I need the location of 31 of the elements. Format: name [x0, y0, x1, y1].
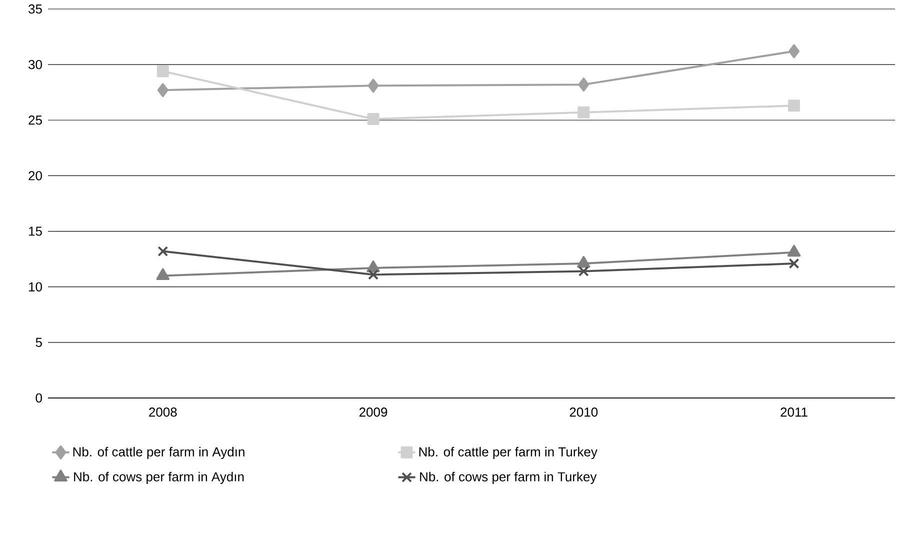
- y-tick-label: 0: [36, 393, 42, 403]
- point: [368, 269, 378, 280]
- y-tick-label: 5: [36, 338, 42, 347]
- x-tick-label: 2010: [570, 408, 598, 417]
- point: [578, 106, 590, 118]
- point: [788, 258, 800, 269]
- point: [788, 100, 800, 112]
- point: [787, 244, 801, 257]
- point: [368, 78, 379, 93]
- point: [157, 83, 168, 98]
- y-tick-label: 10: [29, 282, 42, 292]
- point: [578, 78, 590, 92]
- y-tick-label: 30: [28, 60, 42, 70]
- point: [156, 268, 170, 280]
- y-tick-label: 15: [29, 226, 42, 236]
- point: [788, 44, 800, 58]
- x-tick-label: 2008: [149, 408, 177, 417]
- x-tick-label: 2011: [780, 408, 808, 417]
- legend-label: Nb. of cattle per farm in Aydın: [73, 446, 244, 460]
- legend-label: Nb. of cows per farm in Turkey: [420, 472, 597, 484]
- point: [158, 246, 168, 257]
- point: [156, 65, 169, 78]
- point: [578, 266, 589, 277]
- legend-label: Nb. of cattle per farm in Turkey: [419, 446, 598, 460]
- y-tick-label: 25: [28, 116, 42, 125]
- y-tick-label: 20: [28, 171, 42, 180]
- legend-label: Nb. of cows per farm in Aydın: [74, 472, 244, 484]
- y-tick-label: 35: [28, 4, 42, 14]
- x-tick-label: 2009: [359, 408, 388, 417]
- point: [367, 113, 380, 126]
- point: [577, 256, 590, 268]
